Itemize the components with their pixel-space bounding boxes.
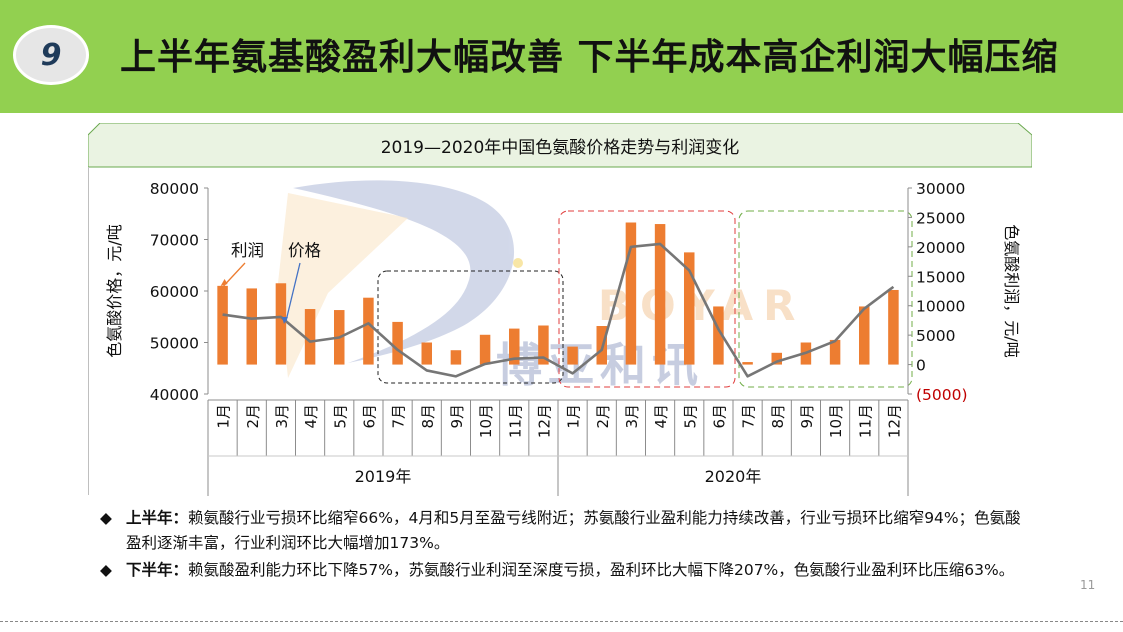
x-tick-label: 1月 xyxy=(215,404,233,429)
page-title: 上半年氨基酸盈利大幅改善 下半年成本高企利润大幅压缩 xyxy=(120,37,1059,78)
x-tick-label: 12月 xyxy=(885,404,903,438)
price-arrowhead-icon xyxy=(282,317,288,324)
y-right-tick-label: 5000 xyxy=(916,327,955,345)
y-right-tick-label: 25000 xyxy=(916,209,965,227)
price-bar xyxy=(509,328,520,365)
price-bar xyxy=(888,289,899,365)
x-tick-label: 6月 xyxy=(710,404,728,429)
price-bar xyxy=(742,362,753,365)
page-number: 11 xyxy=(1080,578,1096,592)
x-tick-label: 1月 xyxy=(565,404,583,429)
slide-number-badge: 9 xyxy=(13,25,89,85)
y-right-tick-label: 10000 xyxy=(916,298,965,316)
price-bar xyxy=(771,352,782,365)
y-right-axis-title: 色氨酸利润，元/吨 xyxy=(1002,224,1021,357)
price-bar xyxy=(304,309,316,365)
x-tick-label: 6月 xyxy=(360,404,378,429)
chart: 2019—2020年中国色氨酸价格走势与利润变化 BOYAR 博亚和讯 8000… xyxy=(88,123,1032,496)
bullet-body: 赖氨酸盈利能力环比下降57%，苏氨酸行业利润至深度亏损，盈利环比大幅下降207%… xyxy=(188,561,1015,579)
watermark-eye-shape xyxy=(513,258,523,268)
x-tick-label: 10月 xyxy=(827,404,845,438)
bottom-divider xyxy=(0,621,1123,622)
y-right-tick-label: 30000 xyxy=(916,180,965,198)
price-bar xyxy=(567,346,578,365)
price-annotation-label: 价格 xyxy=(288,241,322,260)
price-bar xyxy=(421,342,432,365)
x-tick-label: 7月 xyxy=(740,404,758,429)
profit-arrowhead-icon xyxy=(220,279,228,286)
chart-container: 2019—2020年中国色氨酸价格走势与利润变化 BOYAR 博亚和讯 8000… xyxy=(88,123,1032,503)
diamond-bullet-icon: ◆ xyxy=(100,561,112,579)
profit-line xyxy=(222,242,895,378)
highlight-box-2020-h1 xyxy=(558,210,736,388)
x-tick-label: 11月 xyxy=(856,404,874,438)
x-tick-label: 2月 xyxy=(244,404,262,429)
chart-title: 2019—2020年中国色氨酸价格走势与利润变化 xyxy=(381,138,740,158)
x-tick-label: 7月 xyxy=(390,404,408,429)
bullet-first-half: ◆ 上半年：赖氨酸行业亏损环比缩窄66%，4月和5月至盈亏线附近；苏氨酸行业盈利… xyxy=(100,506,1030,556)
y-left-tick-label: 70000 xyxy=(150,232,199,250)
chart-title-box xyxy=(88,123,1032,168)
bullet-head: 上半年： xyxy=(126,509,189,527)
bullet-body: 赖氨酸行业亏损环比缩窄66%，4月和5月至盈亏线附近；苏氨酸行业盈利能力持续改善… xyxy=(126,509,1021,552)
y-right-tick-label: 20000 xyxy=(916,239,965,257)
x-tick-label: 2月 xyxy=(594,404,612,429)
price-bar xyxy=(625,222,637,365)
x-tick-label: 9月 xyxy=(448,404,466,429)
x-tick-label: 3月 xyxy=(623,404,641,429)
x-tick-label: 5月 xyxy=(681,404,699,429)
price-bar xyxy=(217,285,228,365)
watermark-wing-shape xyxy=(278,193,408,378)
header-band: 9 上半年氨基酸盈利大幅改善 下半年成本高企利润大幅压缩 xyxy=(0,0,1123,113)
highlight-box-2019-h2 xyxy=(377,270,564,384)
bullet-second-half: ◆ 下半年：赖氨酸盈利能力环比下降57%，苏氨酸行业利润至深度亏损，盈利环比大幅… xyxy=(100,558,1030,583)
x-tick-label: 4月 xyxy=(302,404,320,429)
profit-annotation-label: 利润 xyxy=(231,241,264,260)
x-tick-label: 3月 xyxy=(273,404,291,429)
x-group-label: 2020年 xyxy=(705,467,762,486)
y-left-tick-label: 50000 xyxy=(150,335,199,353)
y-left-axis-title: 色氨酸价格，元/吨 xyxy=(105,224,124,357)
bullet-list: ◆ 上半年：赖氨酸行业亏损环比缩窄66%，4月和5月至盈亏线附近；苏氨酸行业盈利… xyxy=(100,506,1030,583)
price-bar xyxy=(538,325,549,365)
y-left-tick-label: 60000 xyxy=(150,283,199,301)
price-bar xyxy=(275,283,287,365)
price-bar xyxy=(859,306,870,365)
x-tick-label: 4月 xyxy=(652,404,670,429)
price-bar xyxy=(363,297,374,365)
plot-area: 8000070000600005000040000300002500020000… xyxy=(105,180,1021,496)
price-bar xyxy=(654,224,666,365)
price-bar xyxy=(829,339,841,365)
y-right-tick-label: (5000) xyxy=(916,386,968,404)
price-bar xyxy=(479,334,491,365)
x-tick-label: 5月 xyxy=(331,404,349,429)
bullet-head: 下半年： xyxy=(126,561,189,579)
price-bar xyxy=(450,350,462,365)
x-tick-label: 8月 xyxy=(419,404,437,429)
x-tick-label: 12月 xyxy=(535,404,553,438)
y-left-tick-label: 80000 xyxy=(150,180,199,198)
x-tick-label: 9月 xyxy=(798,404,816,429)
price-bar xyxy=(713,306,724,365)
profit-annotation-arrow xyxy=(223,262,246,287)
y-right-tick-label: 0 xyxy=(916,357,926,375)
x-tick-label: 8月 xyxy=(769,404,787,429)
price-bar xyxy=(392,321,403,365)
x-tick-label: 10月 xyxy=(477,404,495,438)
diamond-bullet-icon: ◆ xyxy=(100,509,112,527)
watermark-swoosh-shape xyxy=(293,180,515,363)
x-group-label: 2019年 xyxy=(355,467,412,486)
y-left-tick-label: 40000 xyxy=(150,386,199,404)
price-bar xyxy=(684,252,695,365)
price-annotation-arrow xyxy=(285,262,301,322)
price-bar xyxy=(246,288,257,365)
y-right-tick-label: 15000 xyxy=(916,268,965,286)
x-tick-label: 11月 xyxy=(506,404,524,438)
